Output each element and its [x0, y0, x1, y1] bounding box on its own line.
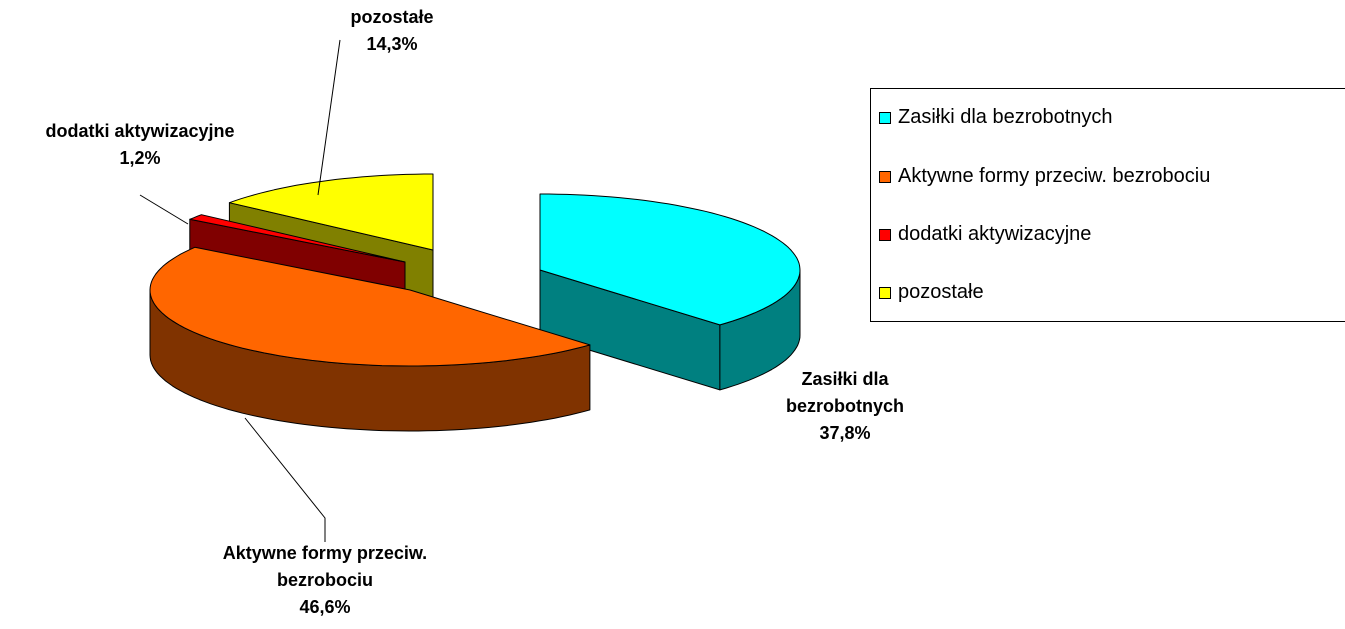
- data-label: pozostałe 14,3%: [292, 4, 492, 58]
- legend-label: pozostałe: [898, 281, 984, 303]
- legend-label: Aktywne formy przeciw. bezrobociu: [898, 165, 1211, 187]
- legend-swatch: [879, 170, 891, 183]
- data-label-name: Zasiłki dla bezrobotnych: [785, 369, 904, 416]
- data-label-value: 37,8%: [819, 423, 871, 443]
- data-label: Zasiłki dla bezrobotnych 37,8%: [775, 366, 915, 447]
- legend-item: Aktywne formy przeciw. bezrobociu: [879, 165, 1210, 188]
- data-label-name: dodatki aktywizacyjne: [45, 121, 235, 141]
- data-label-value: 14,3%: [366, 34, 418, 54]
- leader-line: [317, 39, 341, 196]
- data-label: dodatki aktywizacyjne 1,2%: [0, 118, 290, 172]
- legend-item: dodatki aktywizacyjne: [879, 223, 1091, 246]
- data-label-name: pozostałe: [350, 7, 434, 27]
- data-label-value: 46,6%: [299, 597, 351, 617]
- slice-top: [149, 246, 591, 367]
- legend-label: Zasiłki dla bezrobotnych: [898, 106, 1113, 128]
- legend-item: pozostałe: [879, 281, 984, 304]
- leader-line: [139, 194, 189, 225]
- legend-swatch: [879, 286, 891, 299]
- data-label: Aktywne formy przeciw. bezrobociu 46,6%: [205, 540, 445, 621]
- slice-top: [189, 214, 406, 263]
- legend-item: Zasiłki dla bezrobotnych: [879, 106, 1113, 129]
- slice-top: [539, 193, 801, 326]
- data-label-value: 1,2%: [119, 148, 161, 168]
- leader-line: [244, 417, 326, 542]
- legend-swatch: [879, 111, 891, 124]
- data-label-name: Aktywne formy przeciw. bezrobociu: [222, 543, 428, 590]
- legend-label: dodatki aktywizacyjne: [898, 223, 1092, 245]
- legend-swatch: [879, 228, 891, 241]
- slice: [539, 193, 801, 391]
- legend: Zasiłki dla bezrobotnych Aktywne formy pr…: [870, 88, 1345, 322]
- slice: [149, 246, 591, 432]
